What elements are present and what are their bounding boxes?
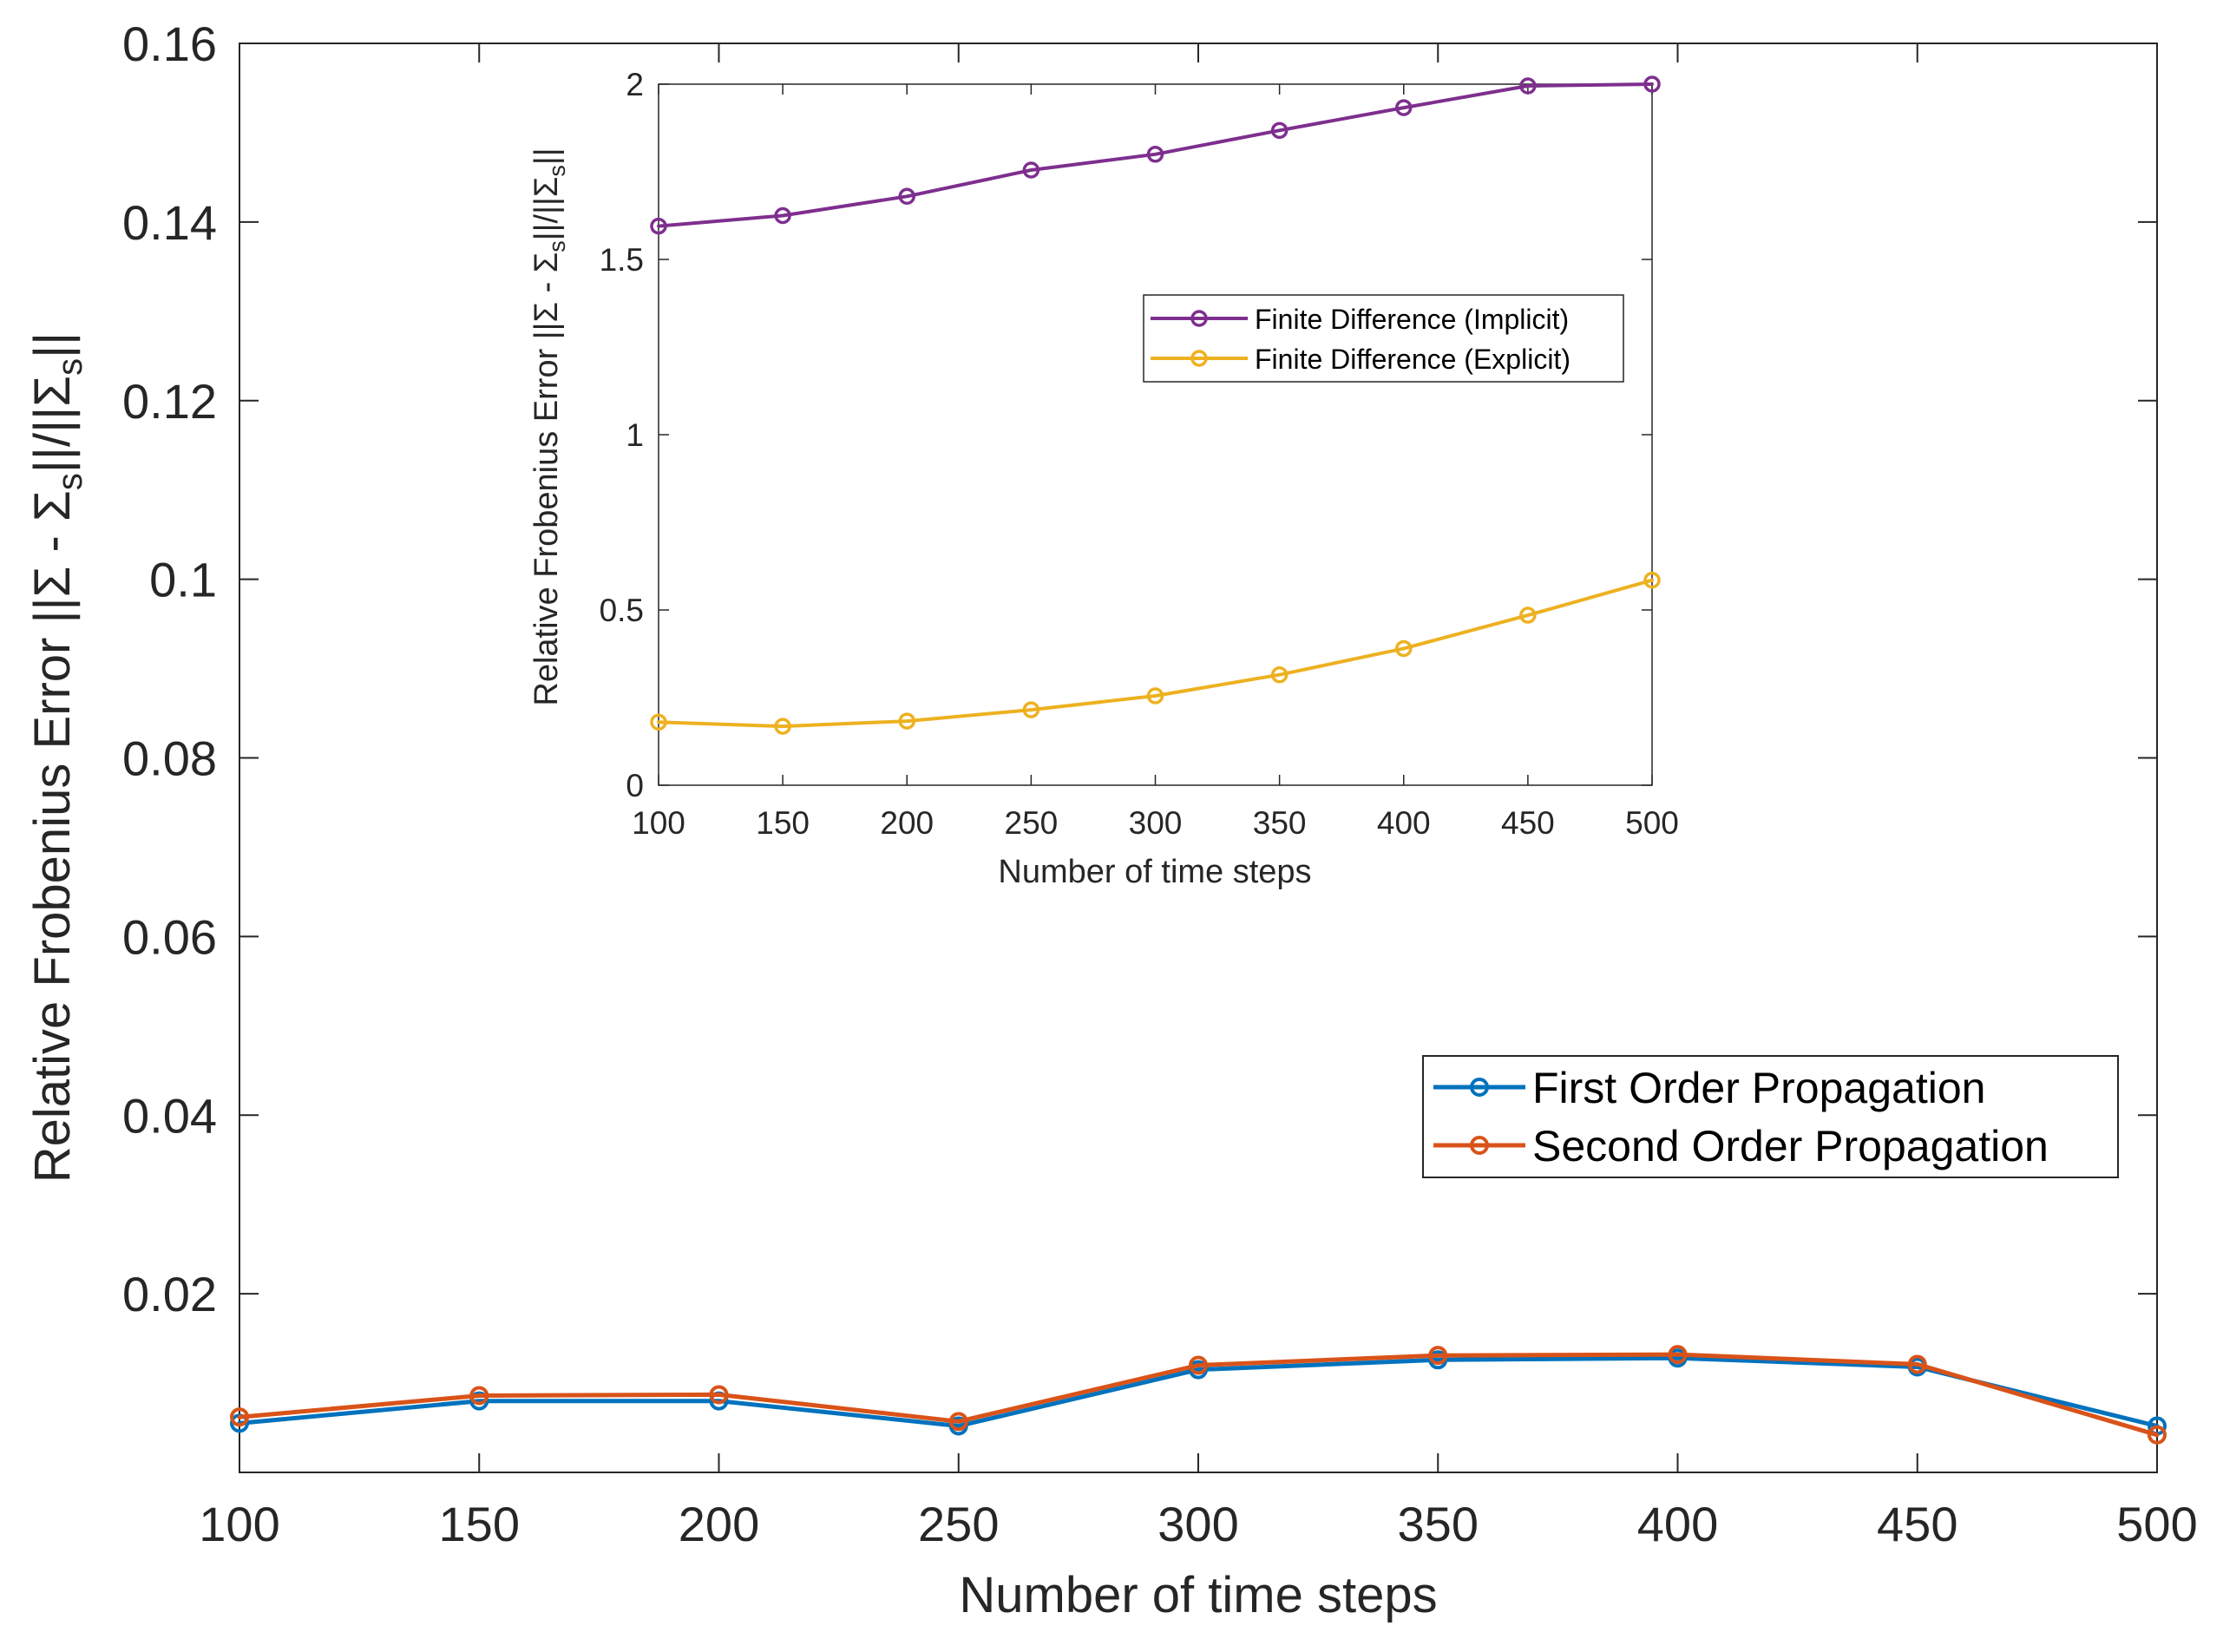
inset-series-1-point	[774, 718, 791, 735]
main-series-line-0	[237, 1355, 2160, 1428]
inset-series-0-point	[1146, 146, 1164, 163]
main-series-1-point	[1668, 1345, 1688, 1365]
legend-entry-explicit: Finite Difference (Explicit)	[1151, 344, 1571, 375]
main-series-1-point	[230, 1407, 249, 1427]
main-x-tick-label: 500	[2116, 1497, 2197, 1551]
legend-marker-explicit	[1190, 350, 1208, 367]
inset-x-tick-label: 400	[1377, 805, 1431, 841]
inset-y-axis-label: Relative Frobenius Error ||Σ - Σs||/||Σs…	[528, 148, 570, 705]
legend-label-explicit: Finite Difference (Explicit)	[1255, 344, 1571, 375]
legend-entry-first-order: First Order Propagation	[1433, 1064, 1985, 1112]
inset-y-tick-label: 2	[626, 67, 644, 102]
inset-series-0-point	[774, 206, 791, 225]
inset-series-0-point	[1519, 77, 1537, 95]
legend-entry-implicit: Finite Difference (Implicit)	[1151, 304, 1569, 335]
inset-x-tick-label: 300	[1129, 805, 1183, 841]
main-y-tick-label: 0.14	[122, 195, 217, 250]
main-y-axis-label: Relative Frobenius Error ||Σ - Σs||/||Σs…	[24, 332, 89, 1183]
inset-x-tick-label: 450	[1501, 805, 1555, 841]
main-y-tick-label: 0.06	[122, 909, 217, 964]
inset-series-1-point	[650, 713, 667, 731]
inset-series-1-point	[1395, 639, 1413, 658]
main-series-1-point	[2148, 1425, 2167, 1445]
legend-label-second-order: Second Order Propagation	[1532, 1122, 2049, 1170]
main-x-tick-label: 100	[199, 1497, 279, 1551]
inset-x-tick-label: 150	[756, 805, 810, 841]
main-series-1-point	[1907, 1354, 1927, 1374]
inset-x-tick-label: 100	[632, 805, 685, 841]
legend-entry-second-order: Second Order Propagation	[1433, 1122, 2049, 1170]
main-x-tick-label: 200	[679, 1497, 759, 1551]
main-y-tick-label: 0.02	[122, 1267, 217, 1321]
main-series-line-1	[237, 1352, 2160, 1438]
main-legend: First Order Propagation Second Order Pro…	[1422, 1055, 2119, 1178]
inset-x-tick-label: 200	[880, 805, 934, 841]
inset-legend-box	[1143, 294, 1624, 383]
legend-label-first-order: First Order Propagation	[1532, 1064, 1985, 1112]
inset-y-tick-labels: 0 0.5 1 1.5 2	[600, 67, 644, 803]
main-x-tick-label: 150	[439, 1497, 520, 1551]
inset-series-1-point	[1519, 606, 1537, 624]
main-y-tick-label: 0.04	[122, 1088, 217, 1143]
main-series-group	[230, 1345, 2167, 1445]
inset-series-line-0	[657, 82, 1654, 228]
inset-series-0-point	[1270, 121, 1289, 140]
inset-legend: Finite Difference (Implicit) Finite Diff…	[1143, 294, 1624, 383]
inset-x-tick-label: 500	[1625, 805, 1679, 841]
inset-x-axis-label: Number of time steps	[998, 854, 1311, 890]
main-x-tick-labels: 100 150 200 250 300 350 400 450 500	[199, 1497, 2197, 1551]
main-x-tick-label: 300	[1157, 1497, 1238, 1551]
main-y-tick-label: 0.12	[122, 374, 217, 429]
inset-x-tick-labels: 100 150 200 250 300 350 400 450 500	[632, 805, 1679, 841]
inset-y-tick-label: 1	[626, 417, 644, 453]
main-series-1-point	[469, 1386, 489, 1406]
main-y-tick-label: 0.16	[122, 16, 217, 71]
inset-series-1-point	[898, 712, 915, 730]
main-x-tick-label: 250	[918, 1497, 999, 1551]
main-x-tick-label: 400	[1637, 1497, 1718, 1551]
inset-series-1-point	[1022, 701, 1040, 718]
main-x-tick-label: 450	[1877, 1497, 1957, 1551]
inset-y-tick-label: 0.5	[600, 593, 644, 628]
inset-y-tick-label: 1.5	[600, 242, 644, 278]
inset-series-1-point	[1146, 687, 1164, 705]
main-y-tick-label: 0.08	[122, 731, 217, 786]
inset-y-tick-label: 0	[626, 768, 644, 803]
legend-marker-second-order	[1470, 1136, 1489, 1155]
inset-series-1-point	[1643, 571, 1661, 589]
main-series-1-point	[1428, 1346, 1448, 1366]
main-y-tick-label: 0.1	[149, 553, 217, 607]
inset-series-line-1	[657, 578, 1654, 729]
main-x-tick-label: 350	[1398, 1497, 1479, 1551]
inset-series-0-point	[1643, 75, 1661, 93]
main-series-1-point	[948, 1412, 968, 1432]
main-axis-ticks	[239, 43, 2158, 1472]
main-x-axis-label: Number of time steps	[959, 1567, 1437, 1623]
inset-chart: 100 150 200 250 300 350 400 450 500 0 0.5 1 1.5 2 Nu…	[528, 67, 1679, 890]
main-series-1-point	[1189, 1355, 1208, 1375]
inset-series-0-point	[1022, 161, 1040, 179]
inset-series-group	[650, 75, 1661, 735]
inset-x-tick-label: 250	[1005, 805, 1059, 841]
legend-label-implicit: Finite Difference (Implicit)	[1255, 304, 1569, 335]
inset-series-0-point	[650, 217, 667, 235]
main-y-tick-labels: 0.02 0.04 0.06 0.08 0.1 0.12 0.14 0.16	[122, 16, 217, 1321]
inset-series-0-point	[898, 187, 915, 206]
legend-marker-implicit	[1190, 310, 1208, 327]
legend-marker-first-order	[1470, 1078, 1489, 1097]
main-series-1-point	[709, 1385, 729, 1405]
main-legend-box	[1422, 1055, 2119, 1178]
inset-x-tick-label: 350	[1253, 805, 1307, 841]
inset-plot-area	[658, 83, 1653, 786]
inset-series-0-point	[1395, 99, 1413, 116]
inset-series-1-point	[1270, 665, 1289, 684]
